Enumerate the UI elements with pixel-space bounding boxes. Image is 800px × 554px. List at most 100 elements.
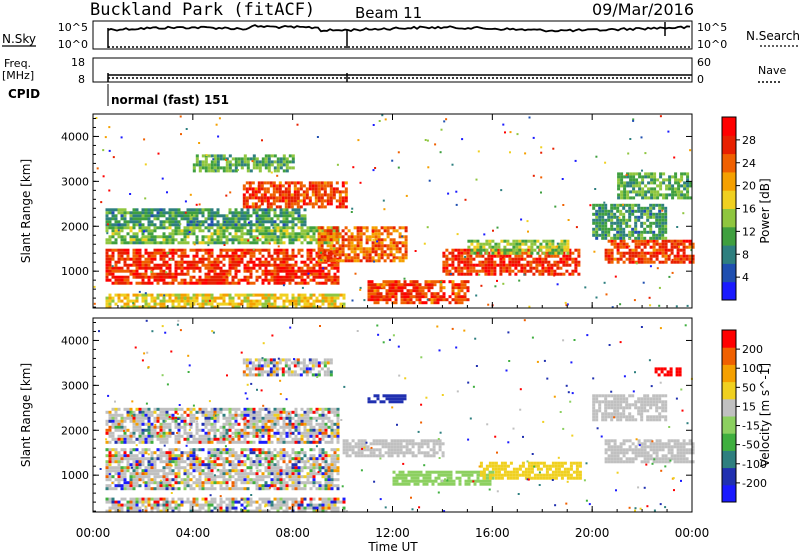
- heatmap-cell: [129, 413, 133, 417]
- heatmap-cell: [180, 281, 184, 285]
- heatmap-cell: [198, 469, 202, 473]
- heatmap-cell: [521, 239, 525, 243]
- heatmap-cell: [216, 157, 220, 161]
- heatmap-cell: [324, 454, 328, 458]
- heatmap-cell: [309, 472, 313, 476]
- heatmap-cell: [183, 229, 187, 233]
- heatmap-cell: [412, 286, 416, 290]
- heatmap-cell: [105, 238, 109, 242]
- heatmap-cell: [153, 217, 157, 221]
- heatmap-cell: [117, 469, 121, 473]
- heatmap-cell: [320, 247, 324, 251]
- heatmap-cell: [272, 190, 276, 194]
- heatmap-cell: [135, 299, 139, 303]
- heatmap-cell: [183, 214, 187, 218]
- heatmap-cell: [494, 242, 498, 246]
- heatmap-cell: [677, 196, 681, 200]
- heatmap-cell: [378, 253, 381, 255]
- heatmap-cell: [105, 299, 109, 303]
- heatmap-cell: [171, 487, 175, 491]
- heatmap-cell: [317, 196, 321, 200]
- heatmap-cell: [198, 226, 202, 230]
- heatmap-cell: [294, 208, 298, 212]
- heatmap-cell: [288, 254, 292, 258]
- heatmap-cell: [159, 302, 163, 306]
- heatmap-cell: [359, 250, 363, 254]
- heatmap-cell: [542, 245, 546, 249]
- heatmap-cell: [658, 304, 661, 307]
- heatmap-cell: [386, 232, 390, 236]
- heatmap-cell: [180, 407, 184, 411]
- heatmap-cell: [231, 263, 235, 267]
- heatmap-cell: [108, 241, 112, 245]
- heatmap-cell: [180, 478, 184, 482]
- heatmap-cell: [460, 301, 464, 305]
- heatmap-cell: [108, 434, 112, 438]
- heatmap-cell: [191, 214, 193, 216]
- heatmap-cell: [189, 305, 193, 309]
- heatmap-cell: [165, 451, 169, 455]
- heatmap-cell: [198, 223, 202, 227]
- heatmap-cell: [204, 220, 208, 224]
- heatmap-cell: [198, 407, 202, 411]
- heatmap-cell: [315, 305, 319, 309]
- heatmap-cell: [147, 217, 151, 221]
- heatmap-cell: [677, 193, 681, 197]
- heatmap-cell: [641, 169, 643, 172]
- heatmap-cell: [147, 466, 151, 470]
- heatmap-cell: [547, 260, 551, 264]
- heatmap-cell: [183, 278, 187, 282]
- heatmap-cell: [267, 463, 271, 467]
- heatmap-cell: [306, 257, 310, 261]
- heatmap-cell: [243, 220, 247, 224]
- heatmap-cell: [601, 209, 605, 213]
- heatmap-cell: [192, 248, 196, 252]
- heatmap-cell: [249, 466, 253, 470]
- heatmap-cell: [370, 283, 374, 287]
- heatmap-cell: [383, 226, 387, 230]
- heatmap-cell: [317, 184, 321, 188]
- heatmap-cell: [270, 272, 274, 276]
- heatmap-cell: [254, 202, 258, 206]
- heatmap-cell: [186, 413, 190, 417]
- heatmap-cell: [171, 431, 175, 435]
- heatmap-cell: [490, 254, 494, 258]
- heatmap-cell: [336, 163, 339, 166]
- heatmap-cell: [231, 475, 235, 479]
- heatmap-cell: [243, 469, 247, 473]
- heatmap-cell: [482, 245, 486, 249]
- heatmap-cell: [240, 223, 244, 227]
- heatmap-cell: [111, 466, 115, 470]
- heatmap-cell: [126, 275, 130, 279]
- heatmap-cell: [266, 199, 270, 203]
- heatmap-cell: [273, 229, 277, 233]
- heatmap-cell: [228, 160, 232, 164]
- heatmap-cell: [279, 166, 283, 170]
- heatmap-cell: [129, 257, 133, 261]
- heatmap-cell: [637, 236, 641, 240]
- heatmap-cell: [291, 241, 295, 245]
- heatmap-cell: [502, 266, 506, 270]
- heatmap-cell: [647, 187, 651, 191]
- heatmap-cell: [541, 263, 545, 267]
- heatmap-cell: [499, 272, 503, 276]
- heatmap-cell: [282, 484, 286, 488]
- heatmap-cell: [180, 460, 184, 464]
- heatmap-cell: [111, 226, 115, 230]
- heatmap-cell: [404, 253, 408, 257]
- heatmap-cell: [282, 241, 286, 245]
- heatmap-cell: [276, 451, 280, 455]
- heatmap-cell: [123, 269, 127, 273]
- heatmap-cell: [105, 475, 109, 479]
- heatmap-cell: [108, 189, 111, 192]
- heatmap-cell: [207, 278, 211, 282]
- heatmap-cell: [275, 187, 279, 191]
- heatmap-cell: [213, 217, 217, 221]
- heatmap-cell: [213, 241, 217, 245]
- heatmap-cell: [661, 230, 665, 234]
- heatmap-cell: [279, 248, 283, 252]
- heatmap-cell: [475, 269, 479, 273]
- heatmap-cell: [619, 203, 623, 207]
- heatmap-cell: [306, 263, 310, 267]
- heatmap-cell: [374, 244, 378, 248]
